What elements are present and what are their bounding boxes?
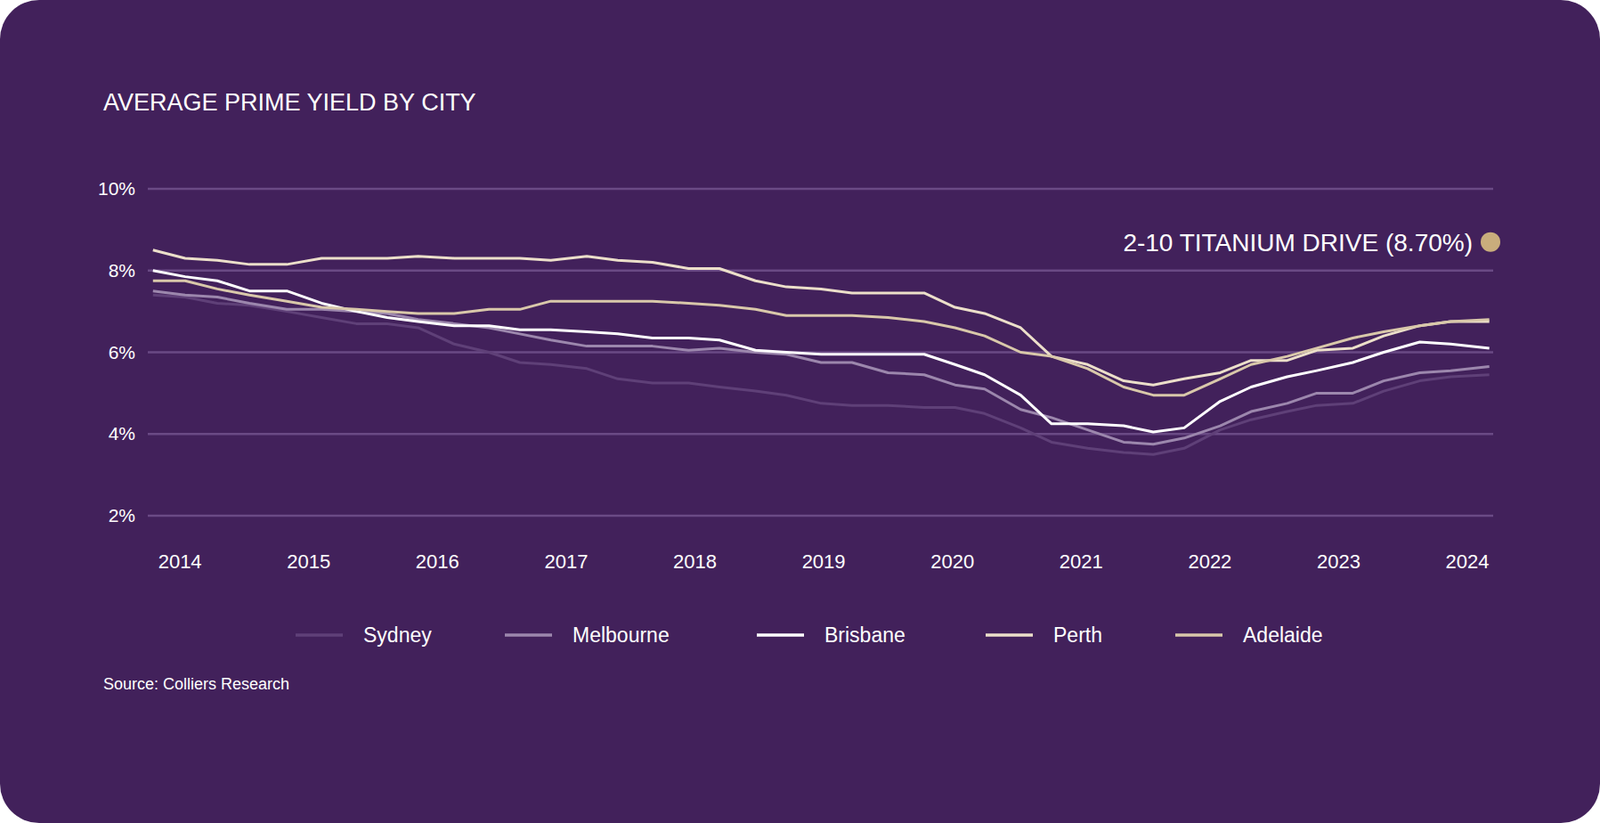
annotation-dot: [1480, 232, 1501, 252]
legend-label: Adelaide: [1242, 623, 1324, 647]
x-tick-label: 2019: [802, 550, 846, 573]
plot-area: [153, 250, 1490, 455]
grid-line: [147, 187, 1494, 191]
x-tick-label: 2017: [544, 550, 588, 573]
x-tick-label: 2022: [1187, 550, 1232, 573]
legend-label: Brisbane: [824, 623, 906, 647]
x-tick-label: 2020: [930, 550, 975, 573]
series-line: [153, 250, 1490, 385]
x-tick-label: 2014: [158, 550, 203, 573]
y-tick-label: 6%: [108, 341, 136, 363]
x-tick-label: 2024: [1445, 550, 1490, 573]
y-tick-label: 2%: [108, 504, 136, 526]
annotation-text: 2-10 TITANIUM DRIVE (8.70%): [1122, 228, 1473, 257]
series-line: [153, 280, 1490, 395]
chart: AVERAGE PRIME YIELD BY CITY 2% 4% 6% 8% 10% 20…: [0, 0, 1600, 823]
legend-label: Perth: [1053, 623, 1103, 647]
legend-swatch: [295, 633, 343, 637]
legend-swatch: [504, 633, 553, 637]
series-line: [153, 294, 1490, 455]
legend-swatch: [985, 633, 1033, 637]
y-tick-label: 4%: [108, 422, 136, 444]
legend-label: Sydney: [363, 623, 432, 647]
x-tick-label: 2018: [673, 550, 717, 573]
x-tick-label: 2015: [286, 550, 331, 573]
grid-line: [147, 514, 1494, 518]
series-line: [153, 270, 1490, 432]
y-tick-label: 8%: [108, 259, 136, 281]
grid-line: [147, 432, 1494, 436]
legend-label: Melbourne: [572, 623, 670, 647]
series-line: [153, 291, 1490, 445]
grid-line: [147, 269, 1494, 273]
card-background: [0, 0, 1600, 823]
x-tick-label: 2016: [415, 550, 460, 573]
legend-swatch: [756, 633, 805, 637]
source: Source: Colliers Research: [103, 674, 290, 693]
x-tick-label: 2021: [1059, 550, 1104, 573]
legend-swatch: [1175, 633, 1223, 637]
x-tick-label: 2023: [1316, 550, 1361, 573]
y-tick-label: 10%: [97, 178, 136, 199]
title: AVERAGE PRIME YIELD BY CITY: [103, 89, 477, 116]
